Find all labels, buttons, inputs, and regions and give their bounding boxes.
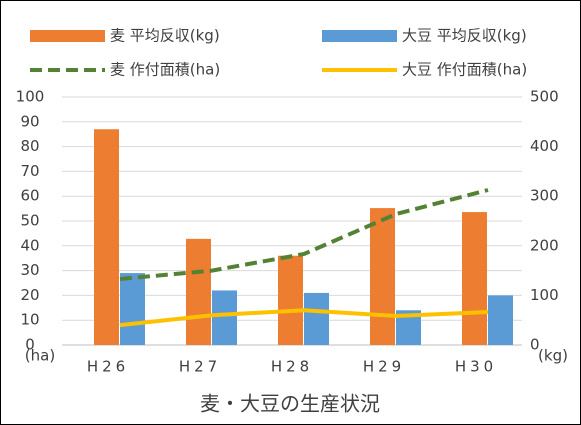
bar: [304, 292, 329, 345]
x-tick-label: H27: [179, 358, 221, 376]
y2-axis-label: (kg): [538, 347, 568, 365]
y-tick-label: 20: [20, 286, 39, 304]
y2-tick-label: 100: [530, 286, 559, 304]
line-series: [119, 308, 489, 328]
x-tick-label: H26: [87, 358, 129, 376]
bar: [278, 255, 303, 345]
legend-label: 麦 作付面積(ha): [110, 61, 220, 79]
bar: [462, 212, 487, 345]
bar: [212, 290, 237, 345]
chart-title: 麦・大豆の生産状況: [200, 392, 380, 416]
y-tick-label: 100: [16, 88, 45, 106]
y2-tick-label: 300: [530, 187, 559, 205]
y-tick-label: 0: [25, 336, 35, 354]
y-tick-label: 70: [20, 162, 39, 180]
x-tick-label: H30: [455, 358, 497, 376]
x-tick-label: H29: [363, 358, 405, 376]
y-axis-label: (ha): [25, 347, 55, 365]
y2-tick-label: 500: [530, 88, 559, 106]
line-series: [119, 188, 489, 282]
legend-swatch: [30, 30, 105, 42]
y-tick-label: 10: [20, 311, 39, 329]
bar: [94, 129, 119, 345]
bar: [370, 208, 395, 345]
legend-label: 大豆 平均反収(kg): [402, 27, 527, 45]
y-tick-label: 40: [20, 236, 39, 254]
bar: [120, 273, 145, 345]
legend-label: 麦 平均反収(kg): [110, 27, 220, 45]
y-tick-label: 60: [20, 187, 39, 205]
y-tick-label: 80: [20, 137, 39, 155]
y2-tick-label: 0: [530, 336, 540, 354]
y-tick-label: 50: [20, 212, 39, 230]
x-tick-label: H28: [271, 358, 313, 376]
y-tick-label: 90: [20, 112, 39, 130]
y-tick-label: 30: [20, 261, 39, 279]
legend-swatch: [322, 30, 397, 42]
bar: [488, 295, 513, 345]
y2-tick-label: 200: [530, 236, 559, 254]
legend-label: 大豆 作付面積(ha): [402, 61, 527, 79]
bar: [186, 238, 211, 345]
y2-tick-label: 400: [530, 137, 559, 155]
